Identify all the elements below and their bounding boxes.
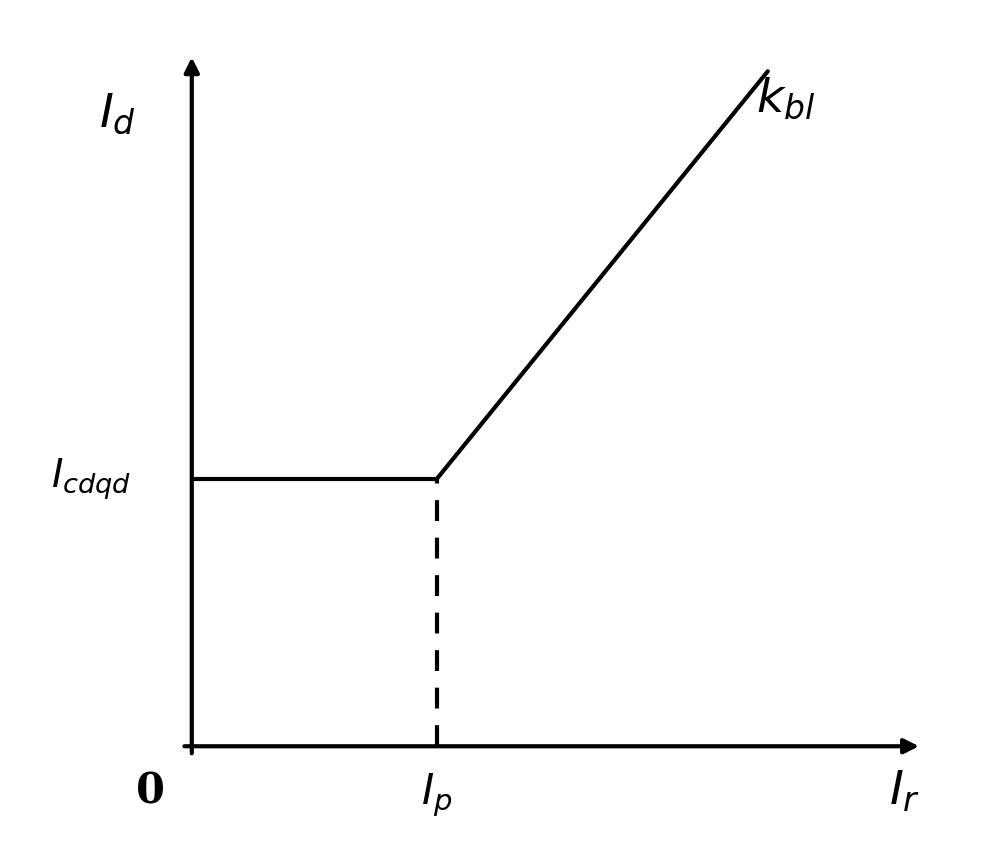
Text: $\mathit{I}_{cdqd}$: $\mathit{I}_{cdqd}$ bbox=[51, 456, 132, 502]
Text: $\mathit{k}_{bl}$: $\mathit{k}_{bl}$ bbox=[756, 76, 815, 122]
Text: $\mathit{I}_d$: $\mathit{I}_d$ bbox=[99, 91, 136, 137]
Text: $\mathit{I}_p$: $\mathit{I}_p$ bbox=[421, 772, 452, 819]
Text: $\mathit{I}_r$: $\mathit{I}_r$ bbox=[889, 769, 920, 815]
Text: 0: 0 bbox=[137, 771, 165, 813]
